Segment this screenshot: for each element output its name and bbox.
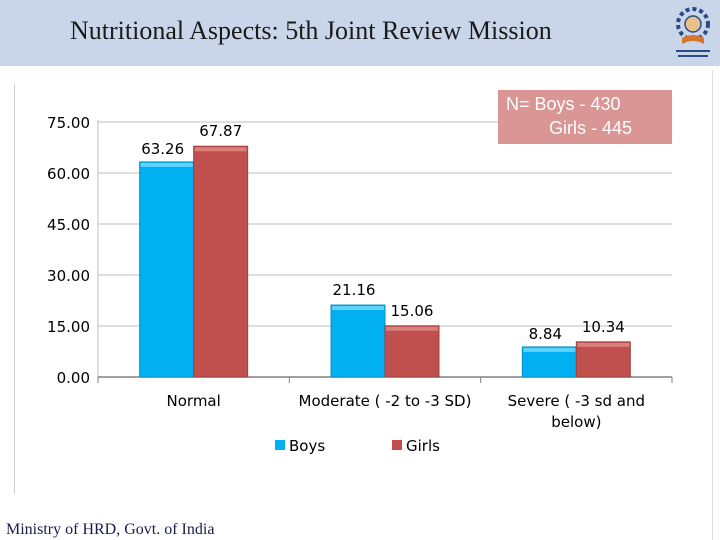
- category-label: below): [551, 413, 601, 431]
- sample-size-boys: N= Boys - 430: [506, 94, 621, 114]
- bar-boys: [139, 161, 195, 378]
- header-bar: Nutritional Aspects: 5th Joint Review Mi…: [0, 0, 720, 66]
- legend-label: Girls: [406, 437, 440, 455]
- slide-left-rule: [14, 84, 15, 494]
- y-tick-label: 45.00: [47, 216, 90, 234]
- y-tick-label: 0.00: [57, 369, 90, 387]
- legend-label: Boys: [289, 437, 325, 455]
- category-label: Normal: [167, 392, 221, 410]
- y-tick-label: 75.00: [47, 114, 90, 132]
- sample-size-box: N= Boys - 430 Girls - 445: [498, 90, 672, 144]
- bar-girls: [193, 145, 249, 378]
- legend-swatch: [275, 440, 285, 450]
- legend-swatch: [392, 440, 402, 450]
- y-tick-label: 60.00: [47, 165, 90, 183]
- bar-boys: [330, 304, 386, 378]
- data-label: 10.34: [582, 318, 625, 336]
- bar-highlight: [386, 326, 438, 331]
- bar-highlight: [523, 347, 576, 352]
- data-label: 8.84: [529, 325, 562, 343]
- bar-highlight: [577, 342, 630, 347]
- y-tick-label: 15.00: [47, 318, 90, 336]
- sample-size-girls: Girls - 445: [549, 118, 633, 138]
- y-tick-label: 30.00: [47, 267, 90, 285]
- slide-right-rule: [712, 70, 713, 540]
- page-title: Nutritional Aspects: 5th Joint Review Mi…: [70, 16, 552, 45]
- bar-boys: [521, 346, 577, 378]
- bar-girls: [384, 325, 440, 378]
- bar-girls: [575, 341, 631, 378]
- data-label: 67.87: [199, 122, 242, 140]
- data-label: 63.26: [141, 140, 184, 158]
- category-label: Severe ( -3 sd and: [508, 392, 645, 410]
- bar-highlight: [140, 162, 193, 167]
- category-label: Moderate ( -2 to -3 SD): [299, 392, 472, 410]
- data-label: 21.16: [333, 281, 376, 299]
- ministry-logo-icon: [676, 7, 710, 57]
- bar-highlight: [194, 147, 247, 152]
- bar-highlight: [332, 306, 384, 311]
- data-label: 15.06: [391, 302, 434, 320]
- footer-text: Ministry of HRD, Govt. of India: [6, 521, 215, 538]
